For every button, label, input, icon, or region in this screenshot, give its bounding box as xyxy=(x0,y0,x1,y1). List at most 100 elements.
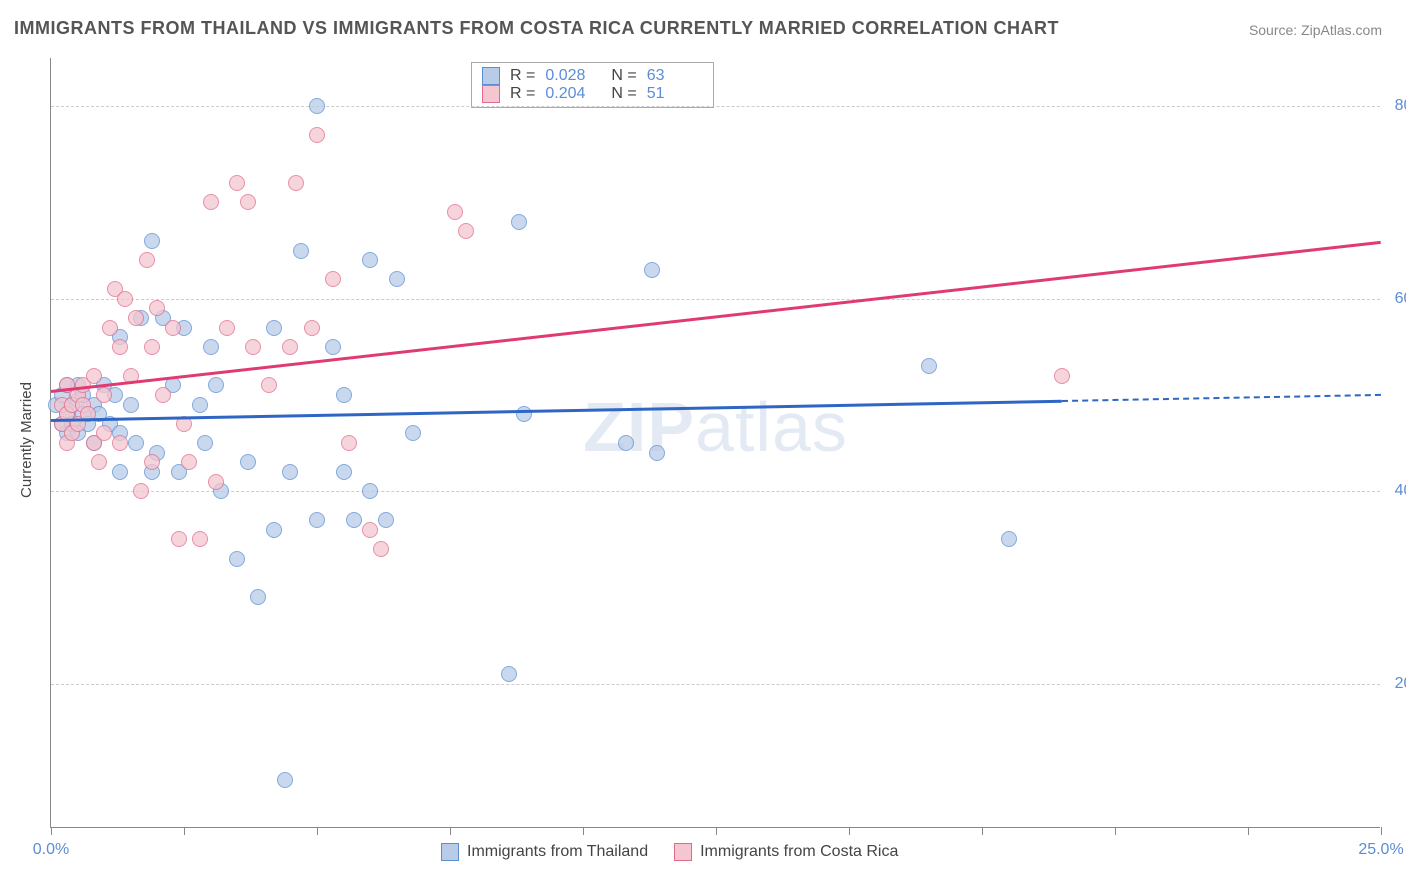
y-tick-label: 40.0% xyxy=(1395,482,1406,500)
y-tick-label: 20.0% xyxy=(1395,675,1406,693)
n-label: N = xyxy=(611,67,636,85)
point-thailand xyxy=(516,406,532,422)
point-thailand xyxy=(208,377,224,393)
point-thailand xyxy=(1001,531,1017,547)
point-costarica xyxy=(309,127,325,143)
x-tick xyxy=(1248,827,1249,835)
point-thailand xyxy=(336,464,352,480)
swatch-costarica-icon xyxy=(674,843,692,861)
point-thailand xyxy=(649,445,665,461)
gridline xyxy=(51,491,1380,492)
stats-row-costarica: R = 0.204 N = 51 xyxy=(482,85,703,103)
legend-label-thailand: Immigrants from Thailand xyxy=(467,843,648,861)
trend-line xyxy=(1062,394,1381,402)
point-costarica xyxy=(341,435,357,451)
n-value-thailand: 63 xyxy=(647,67,703,85)
gridline xyxy=(51,106,1380,107)
x-tick-label: 25.0% xyxy=(1358,841,1403,859)
x-tick xyxy=(1115,827,1116,835)
n-label: N = xyxy=(611,85,636,103)
point-thailand xyxy=(362,483,378,499)
point-costarica xyxy=(171,531,187,547)
series-legend: Immigrants from Thailand Immigrants from… xyxy=(441,843,898,861)
point-costarica xyxy=(96,387,112,403)
point-costarica xyxy=(91,454,107,470)
x-tick xyxy=(51,827,52,835)
x-tick xyxy=(1381,827,1382,835)
point-costarica xyxy=(133,483,149,499)
point-thailand xyxy=(128,435,144,451)
point-thailand xyxy=(144,233,160,249)
gridline xyxy=(51,684,1380,685)
point-costarica xyxy=(1054,368,1070,384)
point-thailand xyxy=(282,464,298,480)
point-costarica xyxy=(112,339,128,355)
x-tick xyxy=(849,827,850,835)
point-costarica xyxy=(149,300,165,316)
y-tick-label: 80.0% xyxy=(1395,97,1406,115)
n-value-costarica: 51 xyxy=(647,85,703,103)
point-thailand xyxy=(644,262,660,278)
point-costarica xyxy=(144,339,160,355)
point-thailand xyxy=(325,339,341,355)
point-thailand xyxy=(336,387,352,403)
point-costarica xyxy=(447,204,463,220)
point-costarica xyxy=(128,310,144,326)
legend-item-costarica: Immigrants from Costa Rica xyxy=(674,843,898,861)
source-citation: Source: ZipAtlas.com xyxy=(1249,22,1382,38)
r-value-costarica: 0.204 xyxy=(545,85,601,103)
point-thailand xyxy=(123,397,139,413)
trend-line xyxy=(51,241,1381,393)
point-costarica xyxy=(192,531,208,547)
stats-row-thailand: R = 0.028 N = 63 xyxy=(482,67,703,85)
point-thailand xyxy=(266,522,282,538)
point-costarica xyxy=(373,541,389,557)
point-costarica xyxy=(203,194,219,210)
x-tick xyxy=(317,827,318,835)
point-thailand xyxy=(192,397,208,413)
x-tick xyxy=(450,827,451,835)
scatter-plot-area: ZIPatlas R = 0.028 N = 63 R = 0.204 N = … xyxy=(50,58,1380,828)
watermark: ZIPatlas xyxy=(583,387,848,467)
point-costarica xyxy=(240,194,256,210)
point-thailand xyxy=(921,358,937,374)
x-tick xyxy=(982,827,983,835)
point-costarica xyxy=(86,368,102,384)
point-thailand xyxy=(501,666,517,682)
point-thailand xyxy=(309,512,325,528)
point-thailand xyxy=(346,512,362,528)
y-tick-label: 60.0% xyxy=(1395,290,1406,308)
legend-item-thailand: Immigrants from Thailand xyxy=(441,843,648,861)
point-costarica xyxy=(155,387,171,403)
point-thailand xyxy=(277,772,293,788)
point-costarica xyxy=(102,320,118,336)
swatch-thailand-icon xyxy=(482,67,500,85)
chart-title: IMMIGRANTS FROM THAILAND VS IMMIGRANTS F… xyxy=(14,18,1059,39)
point-thailand xyxy=(405,425,421,441)
point-thailand xyxy=(618,435,634,451)
point-costarica xyxy=(245,339,261,355)
point-costarica xyxy=(139,252,155,268)
point-thailand xyxy=(309,98,325,114)
r-label: R = xyxy=(510,67,535,85)
point-thailand xyxy=(229,551,245,567)
r-label: R = xyxy=(510,85,535,103)
point-costarica xyxy=(208,474,224,490)
swatch-costarica-icon xyxy=(482,85,500,103)
point-costarica xyxy=(304,320,320,336)
point-thailand xyxy=(266,320,282,336)
point-costarica xyxy=(181,454,197,470)
point-costarica xyxy=(229,175,245,191)
point-costarica xyxy=(219,320,235,336)
point-thailand xyxy=(203,339,219,355)
point-thailand xyxy=(250,589,266,605)
point-costarica xyxy=(458,223,474,239)
point-thailand xyxy=(240,454,256,470)
point-costarica xyxy=(117,291,133,307)
point-costarica xyxy=(112,435,128,451)
point-thailand xyxy=(293,243,309,259)
point-costarica xyxy=(165,320,181,336)
point-costarica xyxy=(362,522,378,538)
point-costarica xyxy=(325,271,341,287)
swatch-thailand-icon xyxy=(441,843,459,861)
